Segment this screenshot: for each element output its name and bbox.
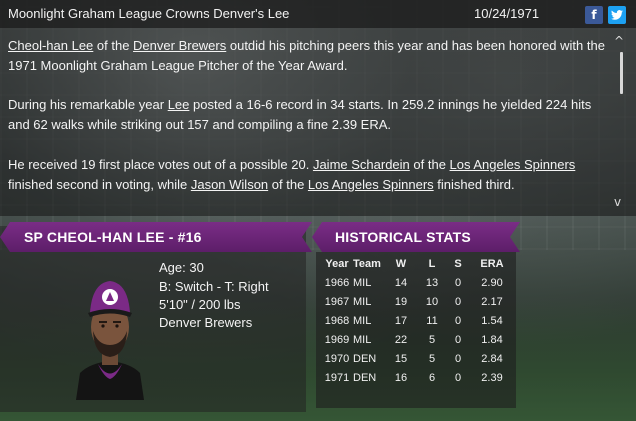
article-paragraph-2: During his remarkable year Lee posted a …: [8, 97, 592, 132]
link-third-place[interactable]: Jason Wilson: [190, 177, 269, 192]
col-team: Team: [353, 258, 381, 270]
player-bats-throws: B: Switch - T: Right: [159, 279, 269, 294]
article-body: Cheol-han Lee of the Denver Brewers outd…: [0, 28, 636, 216]
player-portrait: [76, 281, 144, 400]
article-paragraph-3: He received 19 first place votes out of …: [8, 157, 576, 192]
stats-panel: [316, 252, 516, 408]
col-saves: S: [454, 258, 462, 270]
player-team[interactable]: Denver Brewers: [159, 315, 253, 330]
link-second-team[interactable]: Los Angeles Spinners: [449, 157, 576, 172]
historical-stats-table: Year Team W L S ERA 1966 MIL 14 13 0 2.90 196…: [321, 255, 513, 387]
table-row: 1966 MIL 14 13 0 2.90: [324, 276, 503, 289]
header-bar: Moonlight Graham League Crowns Denver's …: [0, 0, 636, 28]
stats-banner: [312, 222, 520, 252]
col-year: Year: [325, 258, 349, 270]
news-date: 10/24/1971: [474, 6, 540, 21]
link-player-short[interactable]: Lee: [167, 97, 190, 112]
stats-heading: HISTORICAL STATS: [335, 229, 471, 245]
link-second-place[interactable]: Jaime Schardein: [312, 157, 410, 172]
table-row: 1971 DEN 16 6 0 2.39: [324, 371, 503, 384]
link-team[interactable]: Denver Brewers: [133, 38, 227, 53]
player-name-heading[interactable]: SP CHEOL-HAN LEE - #16: [24, 229, 202, 245]
scroll-up-icon[interactable]: ^: [614, 34, 625, 48]
scroll-down-icon[interactable]: v: [614, 195, 622, 209]
table-row: 1967 MIL 19 10 0 2.17: [324, 295, 503, 308]
table-row: 1970 DEN 15 5 0 2.84: [324, 352, 503, 365]
twitter-icon[interactable]: [608, 6, 626, 24]
table-row: 1968 MIL 17 11 0 1.54: [324, 314, 503, 327]
col-losses: L: [428, 258, 436, 270]
link-third-team[interactable]: Los Angeles Spinners: [307, 177, 434, 192]
table-row: 1969 MIL 22 5 0 1.84: [324, 333, 503, 346]
player-height-weight: 5'10" / 200 lbs: [159, 297, 241, 312]
facebook-icon[interactable]: f: [585, 6, 603, 24]
player-age: Age: 30: [159, 260, 204, 275]
scrollbar-thumb[interactable]: [620, 52, 623, 94]
col-wins: W: [395, 258, 407, 270]
article-paragraph-1: Cheol-han Lee of the Denver Brewers outd…: [8, 38, 605, 73]
stats-header-row: Year Team W L S ERA: [321, 255, 513, 273]
player-panel: [0, 226, 306, 412]
link-player[interactable]: Cheol-han Lee: [8, 38, 94, 53]
player-banner: [0, 222, 312, 252]
headline: Moonlight Graham League Crowns Denver's …: [8, 6, 290, 21]
col-era: ERA: [480, 258, 504, 270]
twitter-bird-icon: [611, 10, 623, 20]
